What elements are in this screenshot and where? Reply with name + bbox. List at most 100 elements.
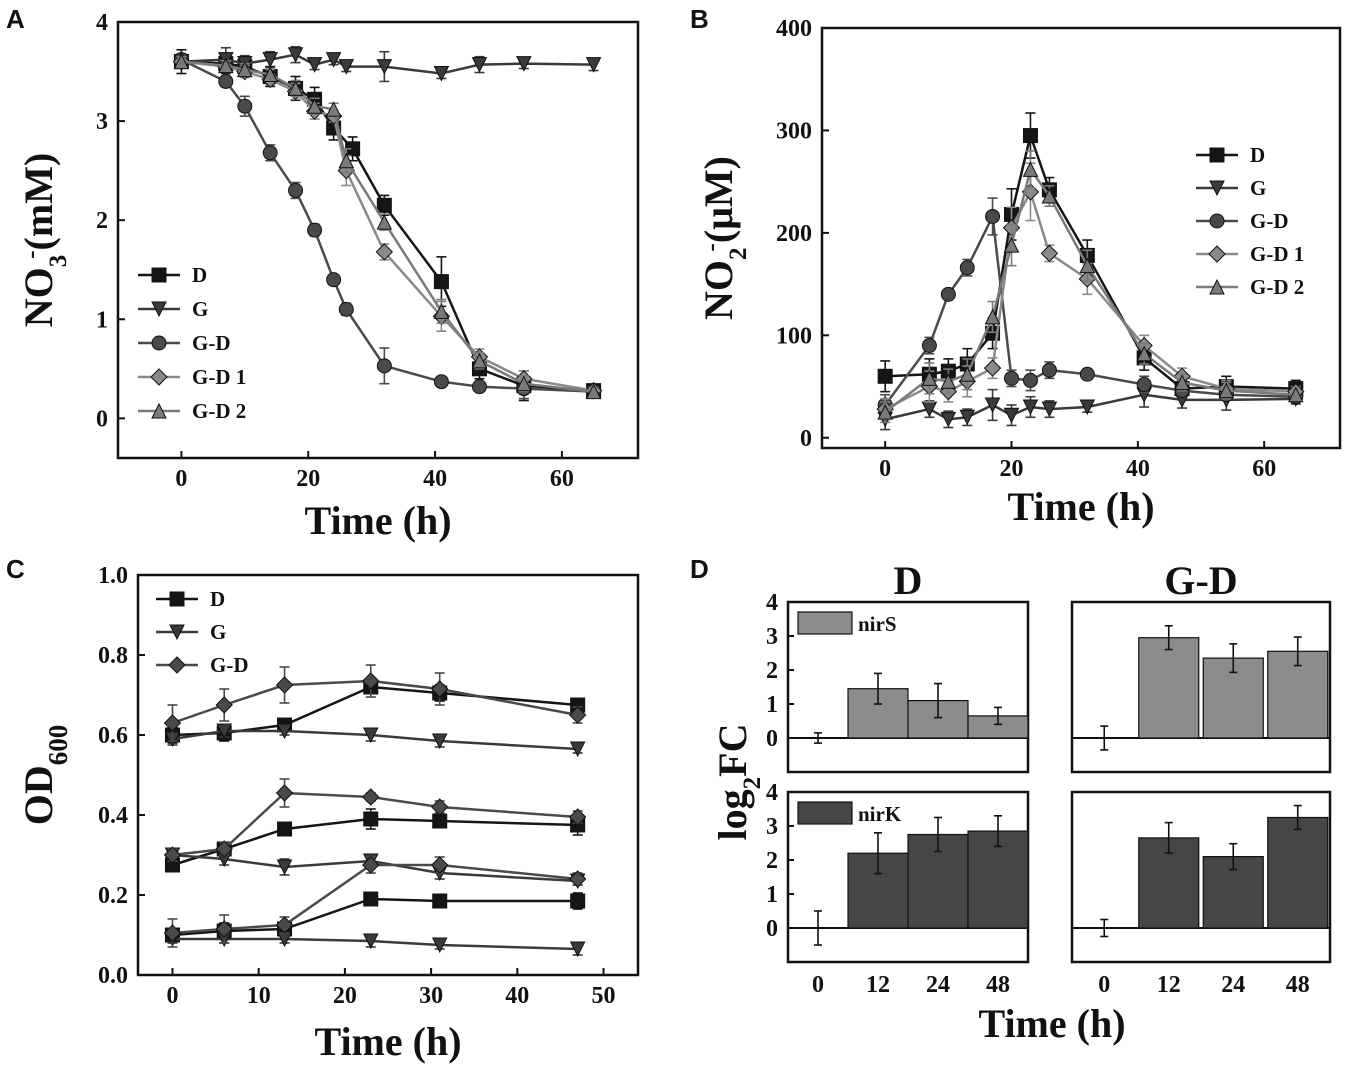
y-axis-label-sub: 600 xyxy=(43,725,73,766)
data-point xyxy=(1079,399,1096,416)
data-point xyxy=(568,706,587,724)
data-point xyxy=(921,338,937,354)
data-point xyxy=(568,870,587,888)
y-axis-label-c: OD600 xyxy=(16,725,73,826)
y-tick-label: 0 xyxy=(96,406,108,432)
legend-label: G xyxy=(1250,176,1266,200)
data-point xyxy=(1218,382,1235,399)
data-point xyxy=(163,714,182,732)
legend-marker xyxy=(151,267,167,283)
y-tick-label: 0.8 xyxy=(98,643,128,669)
y-tick-label: 0 xyxy=(766,726,778,752)
subplot-g-d-nirS xyxy=(1070,600,1332,774)
data-point xyxy=(433,274,449,290)
data-point xyxy=(376,59,393,75)
data-point xyxy=(431,937,448,954)
y-axis-label-main: OD xyxy=(16,765,61,825)
data-point xyxy=(1079,257,1096,274)
data-point xyxy=(376,197,392,213)
data-point xyxy=(215,696,233,714)
data-point xyxy=(163,924,182,942)
series-line xyxy=(172,897,578,937)
data-point xyxy=(306,57,323,73)
data-point xyxy=(262,145,278,161)
data-point xyxy=(362,672,380,690)
y-axis-label-main: NO xyxy=(696,260,741,320)
subplot-frame xyxy=(1070,790,1332,964)
series-line xyxy=(172,853,578,883)
panel-c-od600-chart: 0 10 20 30 40 50 0.0 0.2 0.4 0.6 0.8 1.0 Time (h) OD6… xyxy=(16,563,640,1064)
data-point xyxy=(431,733,448,750)
x-tick-label: 40 xyxy=(505,983,529,1009)
data-point xyxy=(363,891,379,907)
data-point xyxy=(1079,366,1095,382)
plot-frame xyxy=(820,26,1342,450)
data-point xyxy=(1003,237,1020,253)
y-tick-label: 4 xyxy=(766,590,778,616)
x-tick-label: 20 xyxy=(333,983,357,1009)
data-point xyxy=(376,358,392,374)
y-tick-label: 4 xyxy=(96,10,108,36)
y-tick-label: 1.0 xyxy=(98,563,128,589)
y-tick-label: 2 xyxy=(766,848,778,874)
y-tick-label: 4 xyxy=(766,780,778,806)
legend-marker xyxy=(151,402,167,419)
data-point xyxy=(262,66,279,83)
series-g xyxy=(173,45,602,83)
y-tick-label: 3 xyxy=(766,814,778,840)
data-point xyxy=(431,856,449,874)
subplot-d-nirS: 0 1 2 3 4 nirS xyxy=(766,590,1030,774)
data-point xyxy=(338,59,355,75)
x-tick-label: 48 xyxy=(1286,972,1310,998)
legend-label: G-D xyxy=(210,653,249,677)
x-tick-label: 24 xyxy=(926,972,950,998)
y-axis-label-sup: - xyxy=(18,250,45,258)
subplot-frame xyxy=(786,600,1030,774)
x-tick-label: 60 xyxy=(1252,456,1276,482)
data-point xyxy=(433,66,450,82)
series-g-d-high xyxy=(163,664,587,742)
series-g-d xyxy=(173,52,602,400)
x-tick-label: 0 xyxy=(1098,972,1110,998)
y-tick-label: 100 xyxy=(776,323,812,349)
y-tick-label: 1 xyxy=(766,692,778,718)
data-point xyxy=(1003,407,1020,424)
y-tick-label: 0 xyxy=(766,916,778,942)
data-point xyxy=(1041,362,1057,378)
data-point xyxy=(276,859,293,876)
series-g-d xyxy=(877,197,1304,417)
series-line xyxy=(172,729,578,751)
data-point xyxy=(307,222,323,238)
data-point xyxy=(433,303,450,319)
data-point xyxy=(433,374,449,390)
data-point xyxy=(985,208,1001,224)
data-point xyxy=(326,272,342,288)
data-point xyxy=(471,379,487,395)
x-axis-label: Time (h) xyxy=(978,1001,1125,1046)
data-point xyxy=(287,80,304,96)
y-axis-label-sub: 2 xyxy=(725,247,752,260)
data-point xyxy=(877,368,893,384)
x-tick-label: 10 xyxy=(247,983,271,1009)
data-point xyxy=(432,813,448,829)
y-tick-label: 1 xyxy=(96,307,108,333)
data-point xyxy=(585,383,602,400)
data-point xyxy=(306,98,323,114)
data-point xyxy=(959,260,975,276)
legend: DG G-D xyxy=(156,587,249,677)
legend-label: G-D 1 xyxy=(192,365,246,389)
series-line xyxy=(172,791,578,857)
y-axis-label-sub: 2 xyxy=(739,777,766,790)
legend-label: G-D 1 xyxy=(1250,242,1304,266)
data-point xyxy=(1022,128,1038,144)
data-point xyxy=(338,152,355,169)
x-axis-label: Time (h) xyxy=(304,498,451,543)
data-point xyxy=(959,409,976,426)
data-point xyxy=(215,920,233,938)
panel-letter-b: B xyxy=(690,4,709,34)
series-g-d-low xyxy=(163,856,587,948)
